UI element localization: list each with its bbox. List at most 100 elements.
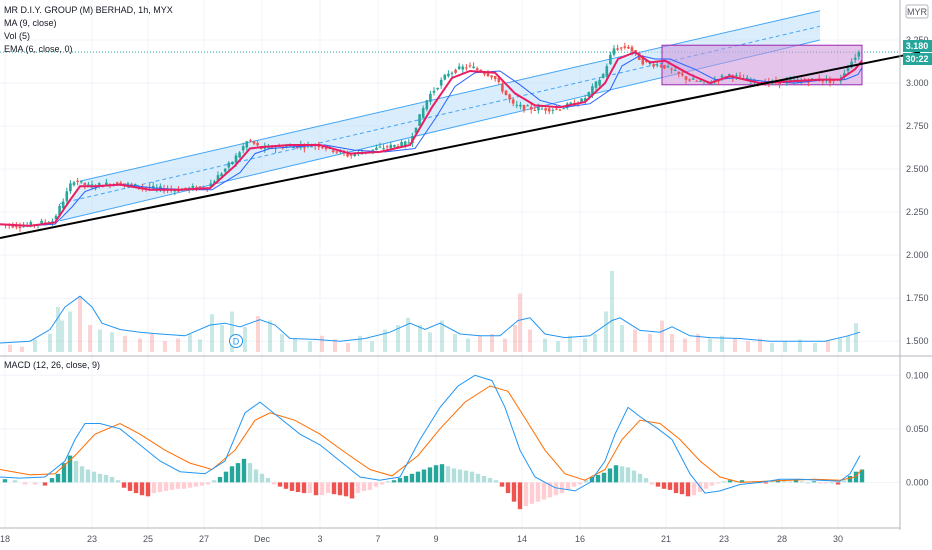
macd-histogram-bar <box>613 465 619 483</box>
candle-body <box>745 77 749 80</box>
drawing-tools[interactable] <box>59 10 863 222</box>
candle-body <box>353 153 357 157</box>
macd-histogram-bar <box>679 482 685 495</box>
candle-body <box>425 100 429 110</box>
macd-tick-label: 0.100 <box>906 370 929 380</box>
macd-histogram-bar <box>42 482 48 486</box>
macd-histogram-bar <box>739 480 745 483</box>
trendline[interactable] <box>0 51 921 239</box>
volume-bar <box>826 341 830 352</box>
candle-body <box>583 98 587 101</box>
candle-body <box>213 181 216 184</box>
candle-body <box>234 155 238 163</box>
macd-histogram-bar <box>799 481 805 483</box>
candle-body <box>810 78 814 80</box>
volume-bar <box>503 338 507 352</box>
y-tick-label: 2.000 <box>906 250 929 260</box>
macd-histogram-bar <box>367 482 373 490</box>
signal-line <box>0 385 863 483</box>
candle-body <box>191 185 195 190</box>
currency-badge[interactable] <box>905 4 929 19</box>
dividend-event-badge[interactable] <box>229 334 243 348</box>
volume-bar <box>813 343 817 352</box>
vol-legend[interactable]: Vol (5) <box>4 31 30 41</box>
candle-body <box>252 141 256 144</box>
candle-body <box>720 75 724 78</box>
candle-body <box>209 183 213 187</box>
macd-histogram-bar <box>625 467 631 483</box>
x-tick-label: 30 <box>833 534 843 544</box>
volume-bar <box>770 343 774 352</box>
macd-histogram-bar <box>727 480 733 483</box>
macd-histogram-bar <box>409 473 415 483</box>
x-tick-label: 16 <box>575 534 585 544</box>
macd-histogram-bar <box>391 480 397 483</box>
candle-body <box>648 62 652 64</box>
macd-histogram-bar <box>229 466 235 483</box>
macd-histogram-bar <box>2 479 8 483</box>
macd-histogram-bar <box>619 466 625 483</box>
candle-body <box>443 74 447 80</box>
macd-histogram-bar <box>325 482 331 494</box>
macd-histogram-bar <box>703 482 709 489</box>
parallel-channel[interactable] <box>60 10 820 221</box>
macd-histogram-bar <box>253 469 259 483</box>
candle-body <box>436 88 439 90</box>
volume-bar <box>358 335 362 352</box>
macd-histogram-bar <box>32 482 38 485</box>
y-tick-label: 2.250 <box>906 207 929 217</box>
volume-bar <box>478 335 482 352</box>
candle-body <box>735 75 738 77</box>
candle-body <box>79 180 83 183</box>
ema-legend[interactable]: EMA (6, close, 0) <box>4 44 73 54</box>
candle-body <box>612 48 616 55</box>
candle-body <box>468 65 472 67</box>
candle-body <box>400 141 403 147</box>
macd-histogram-bar <box>583 480 589 483</box>
candle-body <box>223 168 227 172</box>
channel-upper-line <box>79 10 821 182</box>
consolidation-box[interactable] <box>661 44 863 86</box>
macd-histogram-bar <box>349 482 355 499</box>
macd-legend[interactable]: MACD (12, 26, close, 9) <box>4 360 100 370</box>
candle-body <box>486 73 490 77</box>
macd-histogram-bar <box>559 482 565 494</box>
macd-histogram-bar <box>433 465 439 483</box>
candle-body <box>61 201 65 209</box>
candle-body <box>245 141 249 148</box>
macd-histogram-bar <box>127 482 133 491</box>
x-tick-label: 3 <box>317 534 322 544</box>
candle-body <box>324 148 328 150</box>
candle-body <box>519 104 522 107</box>
indicator-lines <box>0 50 921 239</box>
candle-body <box>216 175 220 182</box>
volume-bar <box>610 271 614 352</box>
macd-histogram-bar <box>709 482 715 486</box>
macd-histogram-bar <box>97 473 103 483</box>
macd-histogram-bar <box>427 467 433 483</box>
macd-histogram-bar <box>691 482 697 496</box>
volume-bar <box>293 338 297 352</box>
candle-body <box>605 66 609 76</box>
macd-histogram-bar <box>535 482 541 502</box>
macd-histogram-bar <box>343 482 349 497</box>
macd-histogram-bar <box>217 477 223 483</box>
macd-histogram-bar <box>457 469 463 483</box>
volume-bar <box>163 341 167 352</box>
volume-bar <box>8 344 12 352</box>
volume-bar <box>543 338 547 352</box>
macd-histogram-bar <box>517 482 523 510</box>
ma-legend[interactable]: MA (9, close) <box>4 18 57 28</box>
countdown-tag <box>903 53 932 65</box>
macd-histogram-bar <box>361 482 367 491</box>
macd-histogram-bar <box>829 482 835 484</box>
macd-histogram-bar <box>685 482 691 497</box>
candle-body <box>349 154 353 156</box>
candle-body <box>699 80 702 82</box>
candle-body <box>130 183 133 185</box>
candle-body <box>22 226 25 228</box>
macd-histogram-bar <box>199 482 205 486</box>
candle-body <box>432 90 436 93</box>
candle-body <box>547 108 551 112</box>
